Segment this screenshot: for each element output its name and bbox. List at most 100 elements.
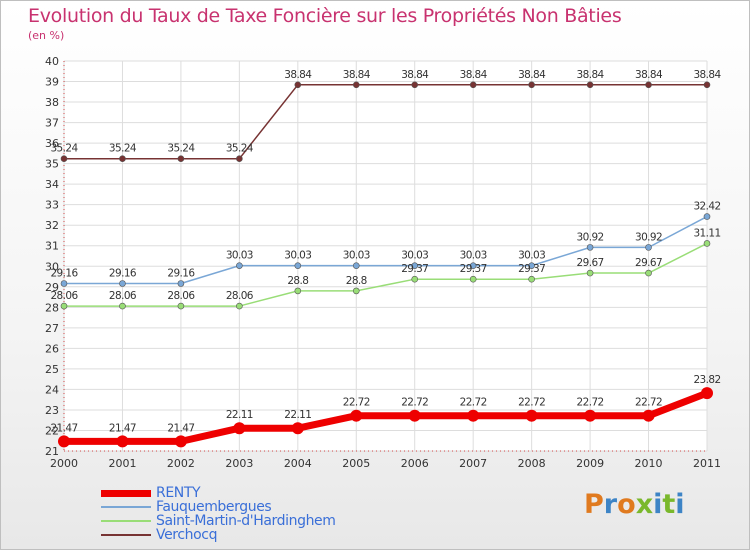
series-point-0 [584,409,597,422]
data-label: 22.11 [226,409,253,421]
data-label: 32.42 [693,201,720,213]
data-label: 30.03 [460,250,487,262]
x-tick-label: 2004 [284,457,312,470]
y-tick-label: 25 [45,363,59,376]
data-label: 22.72 [518,397,545,409]
series-point-1 [60,280,68,287]
series-point-0 [467,409,480,422]
series-point-1 [703,213,711,220]
series-point-1 [352,262,360,269]
series-point-1 [177,280,185,287]
series-point-3 [586,81,594,89]
y-tick-label: 38 [45,96,59,109]
y-tick-label: 34 [45,178,59,191]
series-point-2 [528,275,535,283]
series-point-2 [411,275,419,283]
y-tick-label: 35 [45,158,59,171]
data-label: 29.37 [518,263,545,275]
series-point-1 [586,244,594,251]
legend-item: Saint-Martin-d'Hardinghem [101,513,401,529]
data-label: 29.16 [167,268,195,280]
logo-letter: o [617,489,636,520]
series-point-3 [119,155,126,163]
x-tick-label: 2000 [50,457,78,470]
series-point-0 [174,435,187,448]
series-point-1 [294,262,302,269]
data-label: 29.67 [577,257,604,269]
data-label: 29.16 [50,268,78,280]
x-tick-label: 2003 [225,457,253,470]
data-label: 22.72 [343,397,370,409]
logo-letter: x [635,489,654,520]
data-label: 21.47 [109,422,136,434]
data-label: 35.24 [109,143,137,155]
data-label: 38.84 [343,69,371,81]
y-tick-label: 36 [45,137,59,150]
data-label: 31.11 [693,227,720,239]
data-label: 38.84 [577,69,605,81]
data-label: 30.03 [226,250,253,262]
data-label: 22.72 [577,397,604,409]
data-label: 38.84 [401,69,429,81]
series-point-0 [58,435,70,448]
series-point-3 [645,81,652,89]
series-point-0 [408,409,421,422]
series-point-2 [119,302,126,310]
series-point-3 [411,81,419,89]
data-label: 22.72 [401,397,428,409]
data-label: 29.37 [460,263,487,275]
series-line-2 [64,242,708,307]
data-label: 30.92 [635,231,662,243]
x-tick-label: 2009 [576,457,604,470]
data-label: 35.24 [226,143,254,155]
x-tick-label: 2005 [342,457,370,470]
x-tick-label: 2008 [518,457,546,470]
series-line-1 [64,215,708,285]
data-label: 30.03 [343,250,370,262]
data-label: 29.67 [635,257,662,269]
series-point-2 [177,302,185,310]
x-tick-label: 2011 [693,457,721,470]
legend-item: Verchocq [101,527,401,543]
series-point-2 [294,287,302,295]
y-tick-label: 23 [45,404,59,417]
y-tick-label: 30 [45,260,59,273]
data-label: 38.84 [460,69,488,81]
data-label: 28.06 [109,290,137,302]
series-point-3 [60,155,68,163]
series-point-3 [703,81,711,89]
x-tick-label: 2007 [459,457,487,470]
legend-swatch [101,520,151,522]
data-label: 30.92 [577,231,604,243]
x-tick-label: 2006 [401,457,429,470]
series-point-1 [119,280,126,287]
series-line-0 [64,389,709,445]
x-tick-label: 2001 [108,457,136,470]
proxiti-logo: Proxiti [584,489,685,520]
legend-label: Fauquembergues [156,499,272,515]
legend-item: Fauquembergues [101,499,401,515]
chart-title: Evolution du Taux de Taxe Foncière sur l… [28,5,622,27]
legend-swatch [101,506,151,508]
series-point-3 [469,81,477,89]
series-point-2 [703,240,711,247]
data-label: 23.82 [693,374,720,386]
y-tick-label: 39 [45,76,59,89]
y-tick-label: 29 [45,281,59,294]
series-point-2 [60,302,68,310]
series-point-3 [352,81,360,89]
data-label: 30.03 [518,250,545,262]
series-point-0 [291,422,304,435]
y-tick-label: 27 [45,322,59,335]
data-label: 35.24 [167,143,195,155]
series-point-0 [350,409,363,422]
data-label: 28.06 [167,290,195,302]
series-point-2 [236,302,243,310]
series-point-0 [233,422,246,435]
legend-item: RENTY [101,485,401,501]
series-point-1 [469,262,477,269]
y-tick-label: 40 [45,55,59,68]
series-point-2 [469,275,477,283]
series-point-1 [411,262,419,269]
data-label: 29.37 [401,263,428,275]
